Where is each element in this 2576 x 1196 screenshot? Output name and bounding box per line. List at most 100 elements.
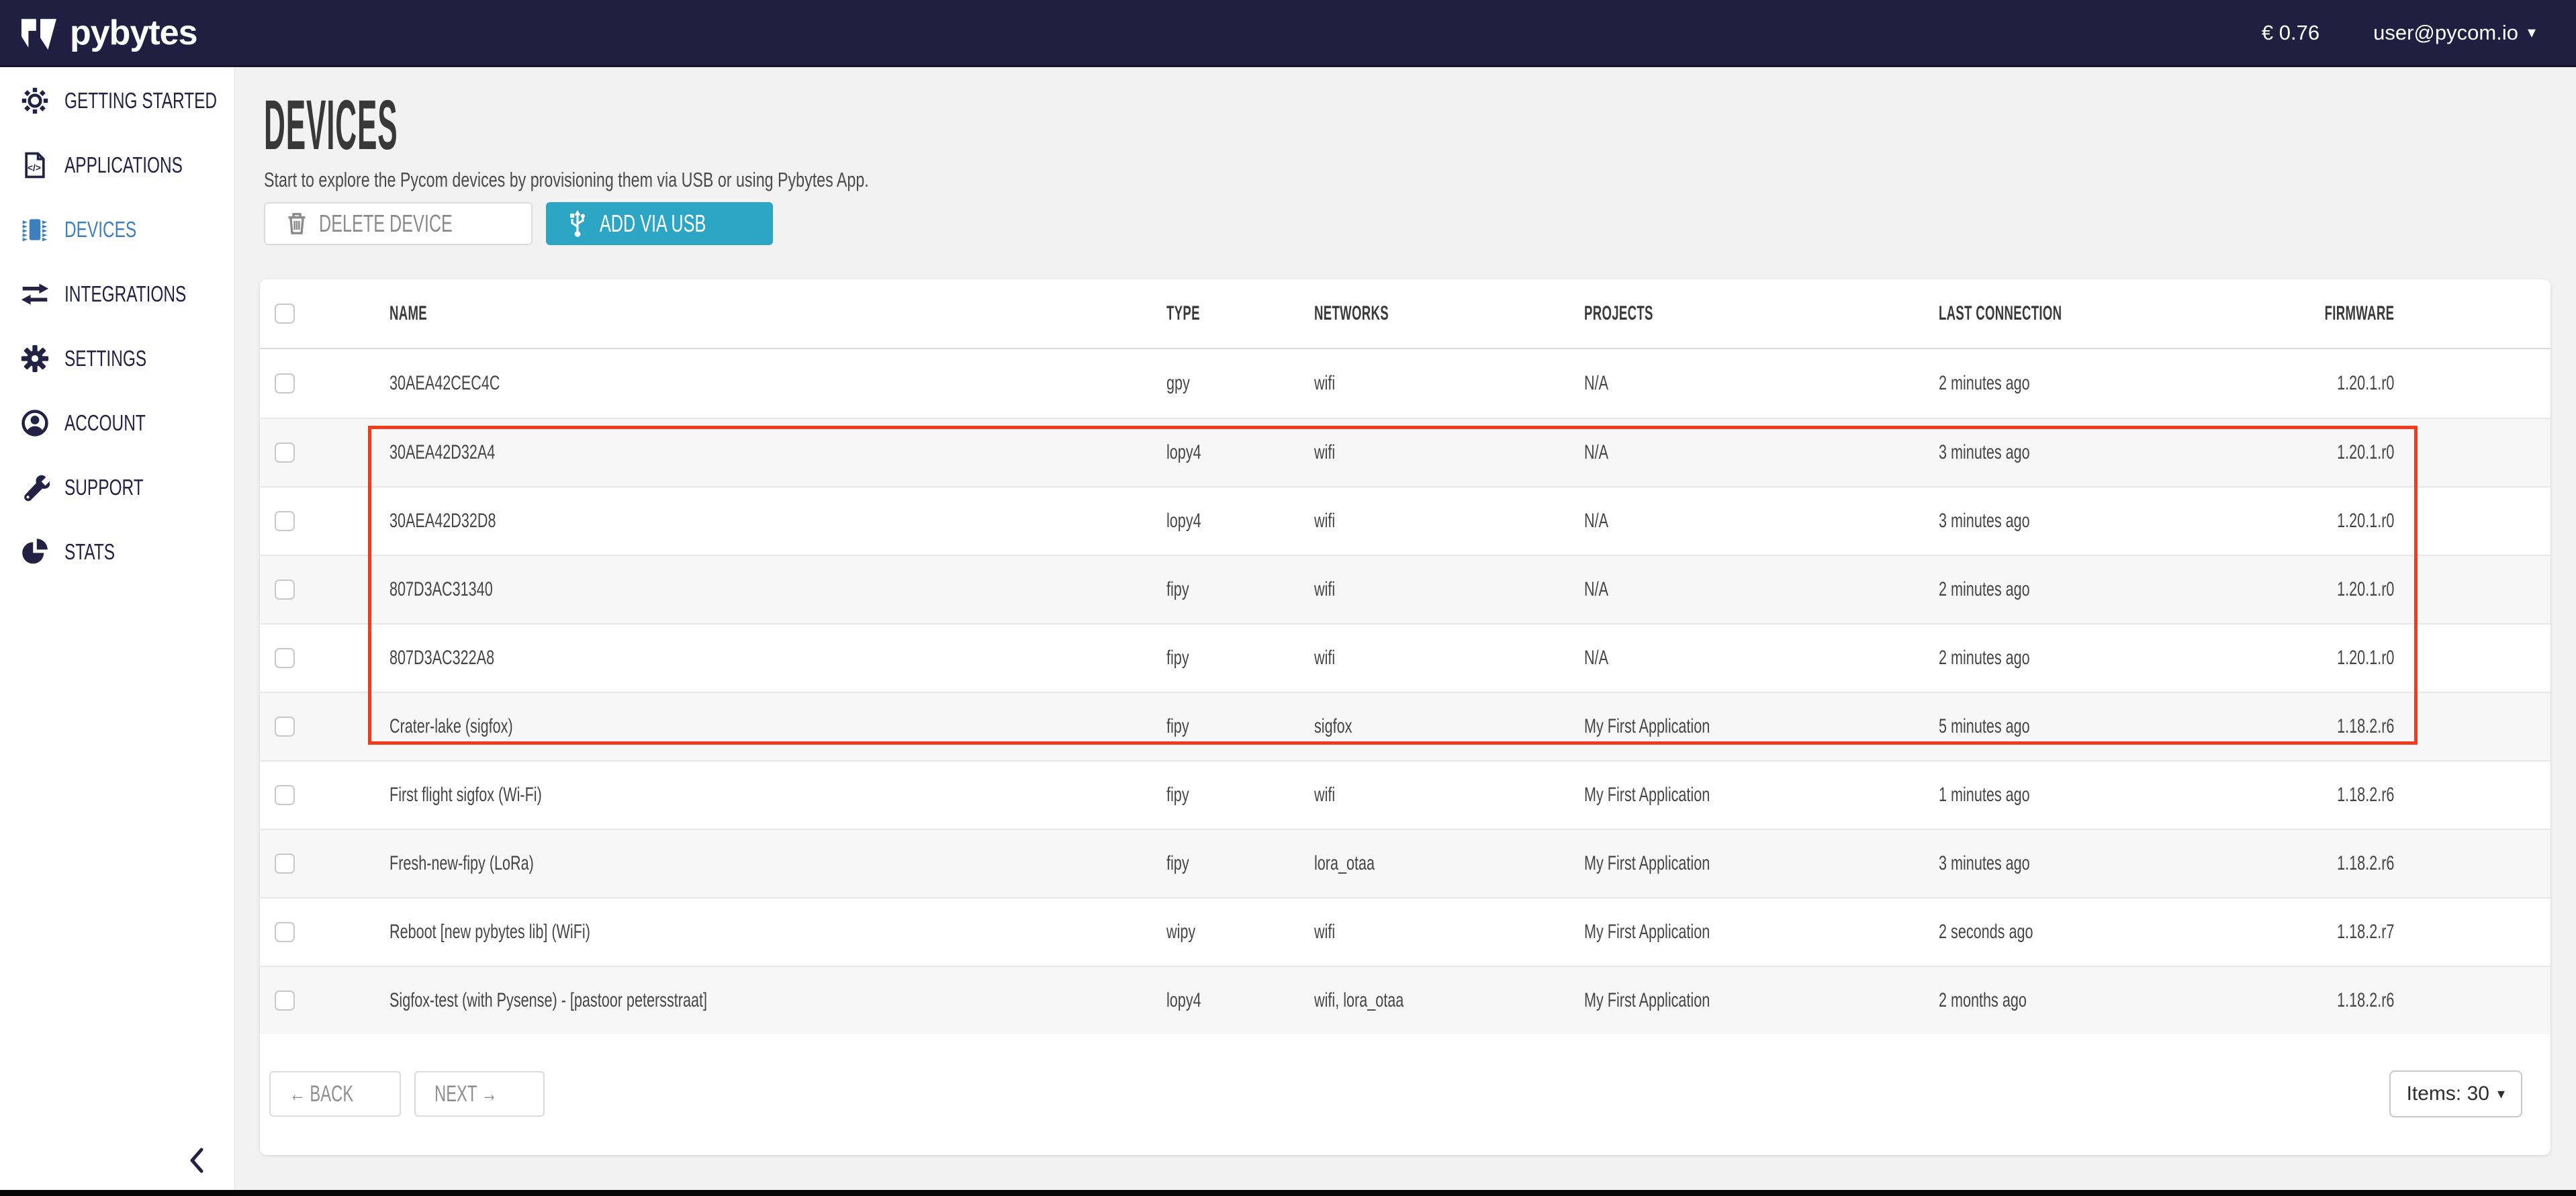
header-firmware: FIRMWARE [2261,302,2550,325]
sidebar-label: GETTING STARTED [64,88,217,113]
cell-name: Crater-lake (sigfox) [389,715,1166,738]
sidebar-label: SETTINGS [64,346,146,371]
cell-networks: wifi [1314,372,1584,395]
delete-device-button[interactable]: DELETE DEVICE [264,202,533,245]
header-name: NAME [389,302,1166,325]
pybytes-logo[interactable]: pybytes [20,13,197,53]
cell-projects: My First Application [1584,921,1939,944]
row-checkbox[interactable] [275,373,295,394]
table-body: 30AEA42CEC4C gpy wifi N/A 2 minutes ago … [260,349,2550,1034]
table-row[interactable]: Sigfox-test (with Pysense) - [pastoor pe… [260,966,2550,1034]
caret-down-icon: ▾ [2528,23,2536,42]
cell-firmware: 1.18.2.r6 [2261,784,2550,807]
trash-icon [287,212,307,236]
table-row[interactable]: Crater-lake (sigfox) fipy sigfox My Firs… [260,692,2550,760]
row-checkbox[interactable] [275,922,295,942]
cell-name: Sigfox-test (with Pysense) - [pastoor pe… [389,989,1166,1012]
header-type: TYPE [1166,302,1314,325]
cell-type: fipy [1166,852,1314,875]
caret-down-icon: ▾ [2497,1085,2505,1103]
table-row[interactable]: Reboot [new pybytes lib] (WiFi) wipy wif… [260,897,2550,966]
cell-projects: My First Application [1584,784,1939,807]
cell-projects: N/A [1584,647,1939,670]
code-document-icon: </> [20,150,50,180]
items-per-page-dropdown[interactable]: Items: 30 ▾ [2389,1070,2522,1117]
table-row[interactable]: First flight sigfox (Wi-Fi) fipy wifi My… [260,760,2550,829]
sidebar-item-applications[interactable]: </> APPLICATIONS [0,133,234,197]
pybytes-app: pybytes € 0.76 user@pycom.io ▾ [0,0,2576,1196]
cell-projects: My First Application [1584,715,1939,738]
cell-type: lopy4 [1166,510,1314,533]
screen-bottom-edge [0,1190,2576,1196]
header-last-connection: LAST CONNECTION [1939,302,2261,325]
next-button[interactable]: NEXT → [414,1071,545,1117]
user-menu[interactable]: user@pycom.io ▾ [2373,21,2536,45]
row-checkbox[interactable] [275,854,295,874]
cell-type: wipy [1166,921,1314,944]
table-row[interactable]: 30AEA42CEC4C gpy wifi N/A 2 minutes ago … [260,349,2550,418]
sidebar-label: SUPPORT [64,475,144,500]
row-checkbox[interactable] [275,717,295,737]
sun-icon [20,86,50,116]
table-row[interactable]: 807D3AC322A8 fipy wifi N/A 2 minutes ago… [260,623,2550,692]
sidebar-item-settings[interactable]: SETTINGS [0,326,234,391]
sidebar-item-account[interactable]: ACCOUNT [0,391,234,455]
cell-networks: wifi [1314,441,1584,464]
row-checkbox[interactable] [275,991,295,1011]
select-all-checkbox[interactable] [275,304,295,324]
cell-last-connection: 3 minutes ago [1939,852,2261,875]
back-button[interactable]: ← BACK [269,1071,401,1117]
cell-networks: wifi [1314,921,1584,944]
cell-networks: wifi [1314,578,1584,601]
row-checkbox[interactable] [275,785,295,805]
table-row[interactable]: 807D3AC31340 fipy wifi N/A 2 minutes ago… [260,555,2550,623]
add-via-usb-button[interactable]: ADD VIA USB [546,202,773,245]
cell-type: fipy [1166,578,1314,601]
cell-firmware: 1.20.1.r0 [2261,372,2550,395]
cell-firmware: 1.20.1.r0 [2261,647,2550,670]
cell-networks: wifi [1314,647,1584,670]
cell-firmware: 1.20.1.r0 [2261,578,2550,601]
cell-last-connection: 3 minutes ago [1939,510,2261,533]
usb-icon [567,209,588,238]
add-via-usb-label: ADD VIA USB [600,210,706,238]
cell-firmware: 1.18.2.r6 [2261,852,2550,875]
cell-type: lopy4 [1166,989,1314,1012]
table-header-row: NAME TYPE NETWORKS PROJECTS LAST CONNECT… [260,279,2550,349]
sidebar-item-devices[interactable]: DEVICES [0,197,234,262]
sidebar-label: DEVICES [64,217,136,242]
cell-networks: lora_otaa [1314,852,1584,875]
cell-projects: My First Application [1584,852,1939,875]
cell-name: First flight sigfox (Wi-Fi) [389,784,1166,807]
cell-name: 30AEA42D32D8 [389,510,1166,533]
cell-type: gpy [1166,372,1314,395]
row-checkbox[interactable] [275,648,295,668]
cell-last-connection: 2 months ago [1939,989,2261,1012]
sidebar-collapse-button[interactable] [183,1146,210,1175]
brand-name: pybytes [70,13,197,53]
row-checkbox[interactable] [275,580,295,600]
cell-networks: wifi [1314,510,1584,533]
sidebar-item-stats[interactable]: STATS [0,520,234,584]
sidebar-item-integrations[interactable]: INTEGRATIONS [0,262,234,326]
cell-firmware: 1.20.1.r0 [2261,510,2550,533]
row-checkbox[interactable] [275,443,295,463]
row-checkbox[interactable] [275,511,295,531]
toolbar: DELETE DEVICE ADD VIA USB [264,202,773,245]
devices-table-card: NAME TYPE NETWORKS PROJECTS LAST CONNECT… [260,279,2550,1155]
table-row[interactable]: Fresh-new-fipy (LoRa) fipy lora_otaa My … [260,829,2550,897]
top-bar-right: € 0.76 user@pycom.io ▾ [2262,21,2536,45]
cell-name: Fresh-new-fipy (LoRa) [389,852,1166,875]
cell-last-connection: 2 seconds ago [1939,921,2261,944]
sidebar-item-getting-started[interactable]: GETTING STARTED [0,68,234,133]
cell-last-connection: 2 minutes ago [1939,578,2261,601]
table-row[interactable]: 30AEA42D32A4 lopy4 wifi N/A 3 minutes ag… [260,418,2550,486]
page-description: Start to explore the Pycom devices by pr… [264,168,1070,192]
table-row[interactable]: 30AEA42D32D8 lopy4 wifi N/A 3 minutes ag… [260,486,2550,555]
account-balance[interactable]: € 0.76 [2262,21,2319,45]
sidebar-label: ACCOUNT [64,410,146,436]
sidebar-label: INTEGRATIONS [64,281,186,307]
pagination: ← BACK NEXT → [269,1071,545,1117]
cell-networks: wifi, lora_otaa [1314,989,1584,1012]
sidebar-item-support[interactable]: SUPPORT [0,455,234,520]
